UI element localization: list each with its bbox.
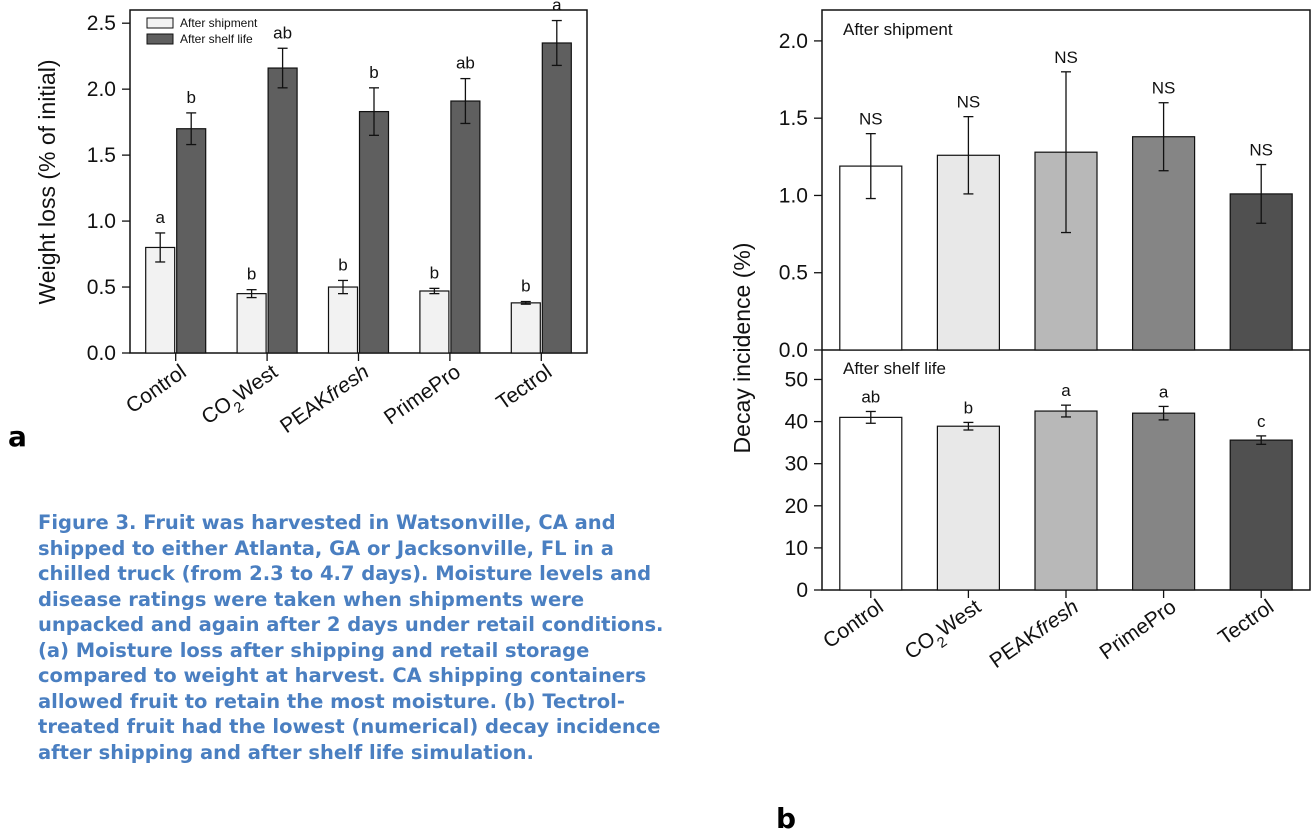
bar-after-shelf-life-control bbox=[839, 416, 903, 591]
decay-incidence-chart: After shipment After shelf life 0.0 0.5 1.… bbox=[729, 9, 1311, 673]
y-tick-label-b: 10 bbox=[785, 537, 808, 560]
bar-after-shipment-peakfresh-letter: b bbox=[338, 255, 347, 274]
y-tick-label-a: 1.5 bbox=[87, 144, 116, 167]
y-tick-label-a: 0.0 bbox=[87, 342, 116, 365]
bar-after-shelf-life-tectrol-letter: a bbox=[552, 0, 562, 15]
x-tick-label-control: Control bbox=[819, 595, 888, 653]
y-tick-label-a: 0.5 bbox=[87, 276, 116, 299]
y-tick-label-b: 0.0 bbox=[779, 339, 808, 362]
bar-after-shelf-life-tectrol-letter: c bbox=[1257, 412, 1266, 431]
y-axis-b: 0.0 0.5 1.0 1.5 2.0 0 10 20 30 40 50 bbox=[779, 30, 822, 602]
bar-after-shelf-life-primepro bbox=[450, 100, 481, 354]
bar-after-shipment-control-letter: NS bbox=[859, 110, 883, 129]
x-tick-label-primepro: PrimePro bbox=[1096, 595, 1181, 664]
bar-after-shipment-primepro bbox=[419, 290, 450, 354]
legend-label-after-shelf-life: After shelf life bbox=[180, 32, 253, 46]
y-tick-label-a: 1.0 bbox=[87, 210, 116, 233]
bar-after-shelf-life-peakfresh-letter: b bbox=[369, 63, 378, 82]
subplot-title-after-shipment: After shipment bbox=[843, 20, 953, 39]
y-tick-label-b: 1.0 bbox=[779, 184, 808, 207]
x-tick-label-primepro: PrimePro bbox=[380, 360, 465, 429]
y-axis-label-a: Weight loss (% of initial) bbox=[34, 60, 60, 305]
bar-after-shipment-tectrol-letter: NS bbox=[1249, 141, 1273, 160]
y-tick-label-a: 2.0 bbox=[87, 78, 116, 101]
bar-after-shipment-co2west-letter: b bbox=[247, 265, 256, 284]
y-tick-label-b: 30 bbox=[785, 453, 808, 476]
bar-after-shipment-co2west-letter: NS bbox=[957, 93, 981, 112]
panel-label-b: b bbox=[776, 802, 797, 835]
bar-after-shelf-life-control bbox=[176, 128, 207, 354]
y-tick-label-b: 2.0 bbox=[779, 30, 808, 53]
bar-after-shipment-primepro-letter: b bbox=[430, 263, 439, 282]
x-tick-label-tectrol: Tectrol bbox=[492, 360, 556, 414]
panel-label-a: a bbox=[8, 420, 27, 453]
legend-a: After shipment After shelf life bbox=[146, 16, 258, 46]
bar-after-shelf-life-primepro-letter: a bbox=[1159, 382, 1169, 401]
y-tick-label-b: 0 bbox=[796, 579, 808, 602]
bar-after-shipment-tectrol bbox=[510, 302, 541, 354]
bar-after-shipment-peakfresh bbox=[327, 286, 359, 354]
figure-caption: Figure 3. Fruit was harvested in Watsonv… bbox=[38, 511, 664, 764]
y-tick-label-a: 2.5 bbox=[87, 12, 116, 35]
bar-after-shelf-life-tectrol bbox=[541, 42, 572, 354]
bar-after-shipment-peakfresh-letter: NS bbox=[1054, 48, 1078, 67]
y-tick-label-b: 50 bbox=[785, 368, 808, 391]
y-tick-label-b: 40 bbox=[785, 411, 808, 434]
bar-after-shelf-life-control-letter: ab bbox=[861, 387, 880, 406]
bar-after-shipment-control-letter: a bbox=[155, 208, 165, 227]
x-tick-label-tectrol: Tectrol bbox=[1214, 595, 1278, 649]
bar-after-shelf-life-primepro bbox=[1131, 412, 1196, 591]
y-tick-label-b: 1.5 bbox=[779, 107, 808, 130]
bar-after-shipment-co2west bbox=[236, 293, 267, 354]
y-axis-a: 0.0 0.5 1.0 1.5 2.0 2.5 bbox=[87, 12, 130, 365]
subplot-title-after-shelf-life: After shelf life bbox=[843, 359, 946, 378]
legend-swatch-after-shelf-life bbox=[146, 33, 174, 45]
bar-after-shipment-primepro-letter: NS bbox=[1152, 79, 1176, 98]
bar-after-shelf-life-tectrol bbox=[1229, 439, 1293, 591]
legend-swatch-after-shipment bbox=[146, 17, 174, 29]
bar-after-shipment-control bbox=[145, 246, 176, 354]
x-tick-label-co2west: CO2West bbox=[901, 595, 990, 670]
legend-label-after-shipment: After shipment bbox=[180, 16, 258, 30]
bars-b: NS NS NS NS NS ab b a a c bbox=[839, 48, 1293, 591]
bar-after-shelf-life-primepro-letter: ab bbox=[456, 54, 475, 73]
y-axis-label-b: Decay incidence (%) bbox=[729, 243, 755, 454]
x-tick-label-peakfresh: PEAKfresh bbox=[276, 360, 373, 438]
bar-after-shelf-life-co2west bbox=[267, 67, 298, 354]
bar-after-shelf-life-co2west bbox=[936, 425, 1001, 591]
y-tick-label-b: 20 bbox=[785, 495, 808, 518]
y-tick-label-b: 0.5 bbox=[779, 262, 808, 285]
bar-after-shelf-life-co2west-letter: b bbox=[964, 398, 973, 417]
bar-after-shipment-primepro bbox=[1131, 136, 1196, 351]
bar-after-shelf-life-peakfresh-letter: a bbox=[1061, 381, 1071, 400]
x-tick-label-control: Control bbox=[122, 360, 191, 418]
x-tick-label-co2west: CO2West bbox=[197, 360, 286, 435]
bar-after-shelf-life-peakfresh bbox=[1034, 410, 1098, 591]
bar-after-shipment-tectrol-letter: b bbox=[521, 277, 530, 296]
bar-after-shelf-life-co2west-letter: ab bbox=[273, 23, 292, 42]
bar-after-shelf-life-peakfresh bbox=[358, 110, 390, 354]
x-tick-label-peakfresh: PEAKfresh bbox=[986, 595, 1083, 673]
bar-after-shelf-life-control-letter: b bbox=[186, 88, 195, 107]
